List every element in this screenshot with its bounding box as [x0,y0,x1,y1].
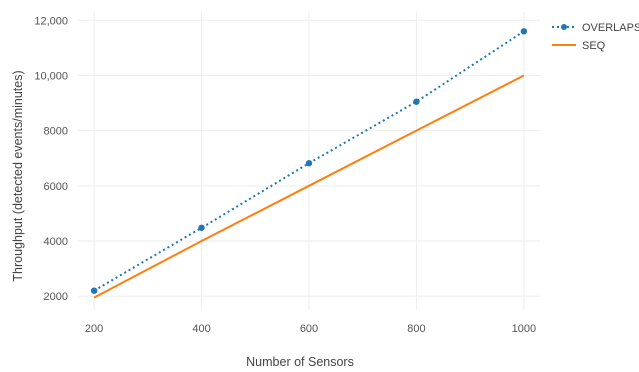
series-layer [90,28,528,299]
y-tick-label: 8000 [44,126,68,138]
data-point-overlaps [305,160,313,167]
legend-marker-overlaps [561,24,567,30]
x-tick-label: 200 [85,323,103,335]
y-tick-label: 10,000 [34,70,68,82]
y-tick-label: 4000 [44,236,68,248]
x-tick-label: 400 [192,323,210,335]
x-tick-label: 800 [407,323,425,335]
x-tick-label: 1000 [512,323,536,335]
legend-label-overlaps: OVERLAPS [582,22,639,34]
y-tick-label: 2000 [44,291,68,303]
data-point-overlaps [413,98,420,105]
legend[interactable]: OVERLAPS SEQ [552,22,639,52]
legend-label-seq: SEQ [582,40,606,52]
x-tick-label: 600 [300,323,318,335]
x-axis-ticks: 200 400 600 800 1000 [85,323,536,335]
y-axis-title: Throughput (detected events/minutes) [11,70,25,281]
y-tick-label: 6000 [44,181,68,193]
legend-item-overlaps[interactable]: OVERLAPS [552,22,639,34]
data-point-overlaps [520,28,528,35]
data-point-overlaps [90,287,98,294]
y-axis-ticks: 2000 4000 6000 8000 10,000 12,000 [34,15,68,303]
grid [78,12,540,310]
legend-item-seq[interactable]: SEQ [552,40,606,52]
y-tick-label: 12,000 [34,15,68,27]
data-point-overlaps [198,224,205,231]
x-axis-title: Number of Sensors [246,355,354,369]
series-line-overlaps [93,30,525,292]
series-line-seq [93,74,525,299]
